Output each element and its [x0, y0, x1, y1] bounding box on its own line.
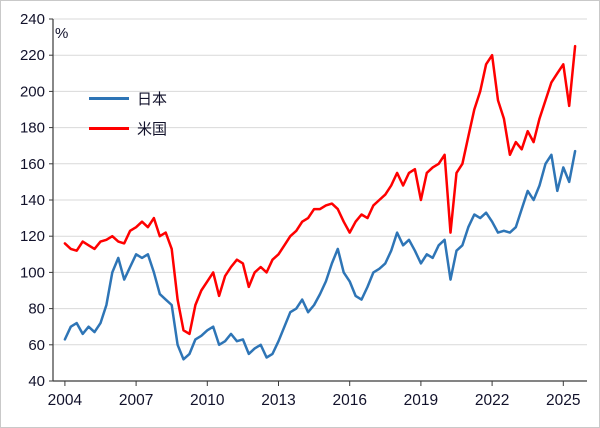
y-axis-unit-label: % [55, 25, 69, 42]
x-tick-label: 2025 [546, 392, 580, 409]
legend-label-us: 米国 [137, 120, 168, 138]
us-line-swatch [89, 126, 129, 130]
x-tick-label: 2019 [404, 392, 438, 409]
y-tick-label: 140 [20, 192, 45, 209]
x-tick-label: 2007 [119, 392, 153, 409]
y-tick-label: 180 [20, 120, 45, 137]
legend-label-japan: 日本 [137, 90, 168, 108]
y-tick-label: 100 [20, 264, 45, 281]
x-tick-label: 2016 [332, 392, 366, 409]
y-tick-label: 80 [28, 301, 45, 318]
chart-legend: 日本 米国 [89, 83, 167, 143]
legend-item-japan: 日本 [89, 83, 167, 113]
y-tick-label: 200 [20, 83, 45, 100]
series-line-japan [63, 149, 577, 361]
x-tick-label: 2022 [475, 392, 509, 409]
y-tick-label: 220 [20, 47, 45, 64]
x-tick-label: 2013 [261, 392, 295, 409]
y-tick-label: 160 [20, 156, 45, 173]
y-tick-label: 60 [28, 337, 45, 354]
legend-item-us: 米国 [89, 113, 167, 143]
y-tick-label: 120 [20, 228, 45, 245]
series-line-us [63, 44, 577, 336]
x-tick-label: 2010 [190, 392, 225, 409]
y-tick-label: 40 [28, 373, 45, 390]
x-tick-label: 2004 [48, 392, 83, 409]
y-tick-label: 240 [20, 11, 45, 28]
japan-line-swatch [89, 96, 129, 100]
